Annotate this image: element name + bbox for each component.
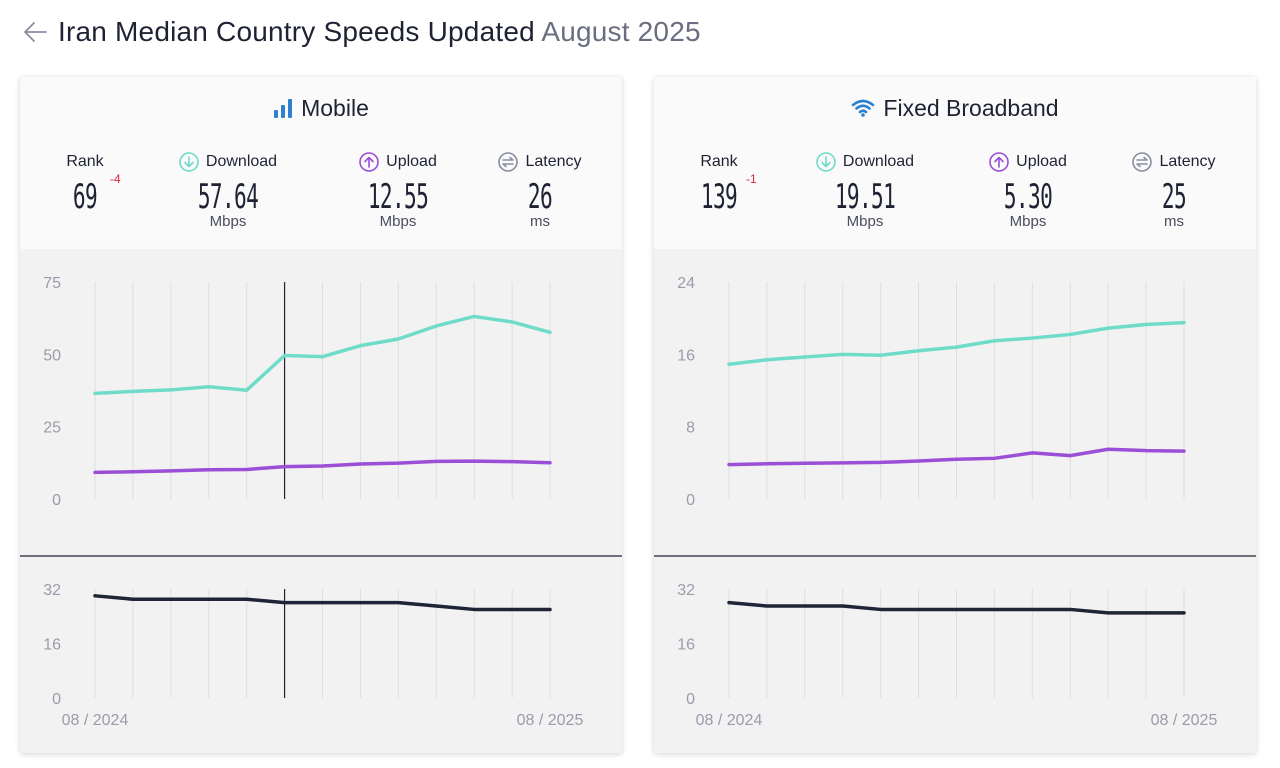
speed-y-tick-label: 75 bbox=[43, 275, 61, 292]
fixed-rank: Rank 139 bbox=[684, 151, 754, 215]
fixed-rank-change: -1 bbox=[746, 172, 757, 186]
upload-series-line bbox=[727, 447, 1186, 467]
download-icon bbox=[816, 152, 836, 172]
upload-icon bbox=[359, 152, 379, 172]
fixed-upload-value: 5.30 bbox=[1003, 177, 1053, 217]
download-label: Download bbox=[842, 153, 915, 170]
page-title-main: Iran Median Country Speeds Updated bbox=[58, 16, 535, 47]
download-label: Download bbox=[205, 153, 278, 170]
mobile-card: Mobile Rank 69 -4 Download 57.64 Mbps Up… bbox=[20, 77, 622, 753]
latency-y-tick-label: 0 bbox=[686, 691, 695, 708]
speed-y-tick-label: 25 bbox=[43, 420, 61, 437]
latency-y-tick-label: 32 bbox=[43, 582, 61, 599]
mobile-title-label: Mobile bbox=[301, 94, 369, 121]
fixed-download-unit: Mbps bbox=[846, 213, 884, 230]
x-axis-end-label: 08 / 2025 bbox=[1151, 712, 1218, 729]
latency-series-line bbox=[727, 600, 1186, 615]
latency-y-tick-label: 16 bbox=[43, 637, 61, 654]
fixed-card-title: Fixed Broadband bbox=[654, 93, 1256, 123]
mobile-latency-value: 26 bbox=[527, 177, 553, 217]
wifi-icon bbox=[851, 98, 875, 118]
latency-label: Latency bbox=[1159, 153, 1216, 170]
latency-y-tick-label: 32 bbox=[677, 582, 695, 599]
mobile-download-unit: Mbps bbox=[209, 213, 247, 230]
upload-label: Upload bbox=[1016, 153, 1067, 170]
latency-y-tick-label: 0 bbox=[52, 691, 61, 708]
page-header: Iran Median Country Speeds Updated Augus… bbox=[20, 14, 701, 50]
download-icon bbox=[179, 152, 199, 172]
latency-icon bbox=[498, 152, 519, 172]
speed-y-tick-label: 50 bbox=[43, 347, 61, 364]
speed-y-tick-label: 8 bbox=[686, 420, 695, 437]
mobile-summary: Mobile Rank 69 -4 Download 57.64 Mbps Up… bbox=[20, 77, 622, 249]
mobile-card-title: Mobile bbox=[20, 93, 622, 123]
mobile-rank: Rank 69 bbox=[50, 151, 120, 215]
speed-y-tick-label: 16 bbox=[677, 347, 695, 364]
page-title-date: August 2025 bbox=[541, 16, 701, 47]
fixed-download: Download 19.51 Mbps bbox=[797, 151, 933, 230]
x-axis-start-label: 08 / 2024 bbox=[696, 712, 763, 729]
signal-bars-icon bbox=[273, 97, 293, 119]
mobile-latency: Latency 26 ms bbox=[484, 151, 596, 230]
fixed-summary: Fixed Broadband Rank 139 -1 Download 19.… bbox=[654, 77, 1256, 249]
x-axis-start-label: 08 / 2024 bbox=[62, 712, 129, 729]
rank-label: Rank bbox=[700, 153, 738, 170]
fixed-download-value: 19.51 bbox=[834, 177, 896, 217]
fixed-latency-unit: ms bbox=[1164, 213, 1184, 230]
latency-icon bbox=[1132, 152, 1153, 172]
fixed-card: Fixed Broadband Rank 139 -1 Download 19.… bbox=[654, 77, 1256, 753]
mobile-rank-value: 69 bbox=[72, 177, 98, 217]
speed-y-tick-label: 24 bbox=[677, 275, 695, 292]
mobile-rank-change: -4 bbox=[110, 172, 121, 186]
mobile-download-value: 57.64 bbox=[197, 177, 259, 217]
download-series-line bbox=[93, 314, 552, 396]
mobile-latency-unit: ms bbox=[530, 213, 550, 230]
mobile-upload: Upload 12.55 Mbps bbox=[338, 151, 458, 230]
page-title: Iran Median Country Speeds Updated Augus… bbox=[58, 16, 701, 48]
rank-label: Rank bbox=[66, 153, 104, 170]
speed-y-tick-label: 0 bbox=[686, 492, 695, 509]
latency-y-tick-label: 16 bbox=[677, 637, 695, 654]
latency-label: Latency bbox=[525, 153, 582, 170]
upload-icon bbox=[989, 152, 1009, 172]
x-axis-end-label: 08 / 2025 bbox=[517, 712, 584, 729]
mobile-upload-unit: Mbps bbox=[379, 213, 417, 230]
upload-label: Upload bbox=[386, 153, 437, 170]
latency-series-line bbox=[93, 594, 552, 612]
fixed-upload-unit: Mbps bbox=[1009, 213, 1047, 230]
fixed-latency: Latency 25 ms bbox=[1118, 151, 1230, 230]
download-series-line bbox=[727, 320, 1186, 367]
mobile-download: Download 57.64 Mbps bbox=[160, 151, 296, 230]
fixed-rank-value: 139 bbox=[700, 177, 738, 217]
fixed-latency-value: 25 bbox=[1161, 177, 1187, 217]
fixed-upload: Upload 5.30 Mbps bbox=[968, 151, 1088, 230]
upload-series-line bbox=[93, 459, 552, 475]
speed-y-tick-label: 0 bbox=[52, 492, 61, 509]
fixed-title-label: Fixed Broadband bbox=[883, 94, 1059, 121]
back-button[interactable] bbox=[20, 17, 50, 47]
mobile-upload-value: 12.55 bbox=[367, 177, 429, 217]
arrow-left-icon bbox=[24, 22, 47, 42]
